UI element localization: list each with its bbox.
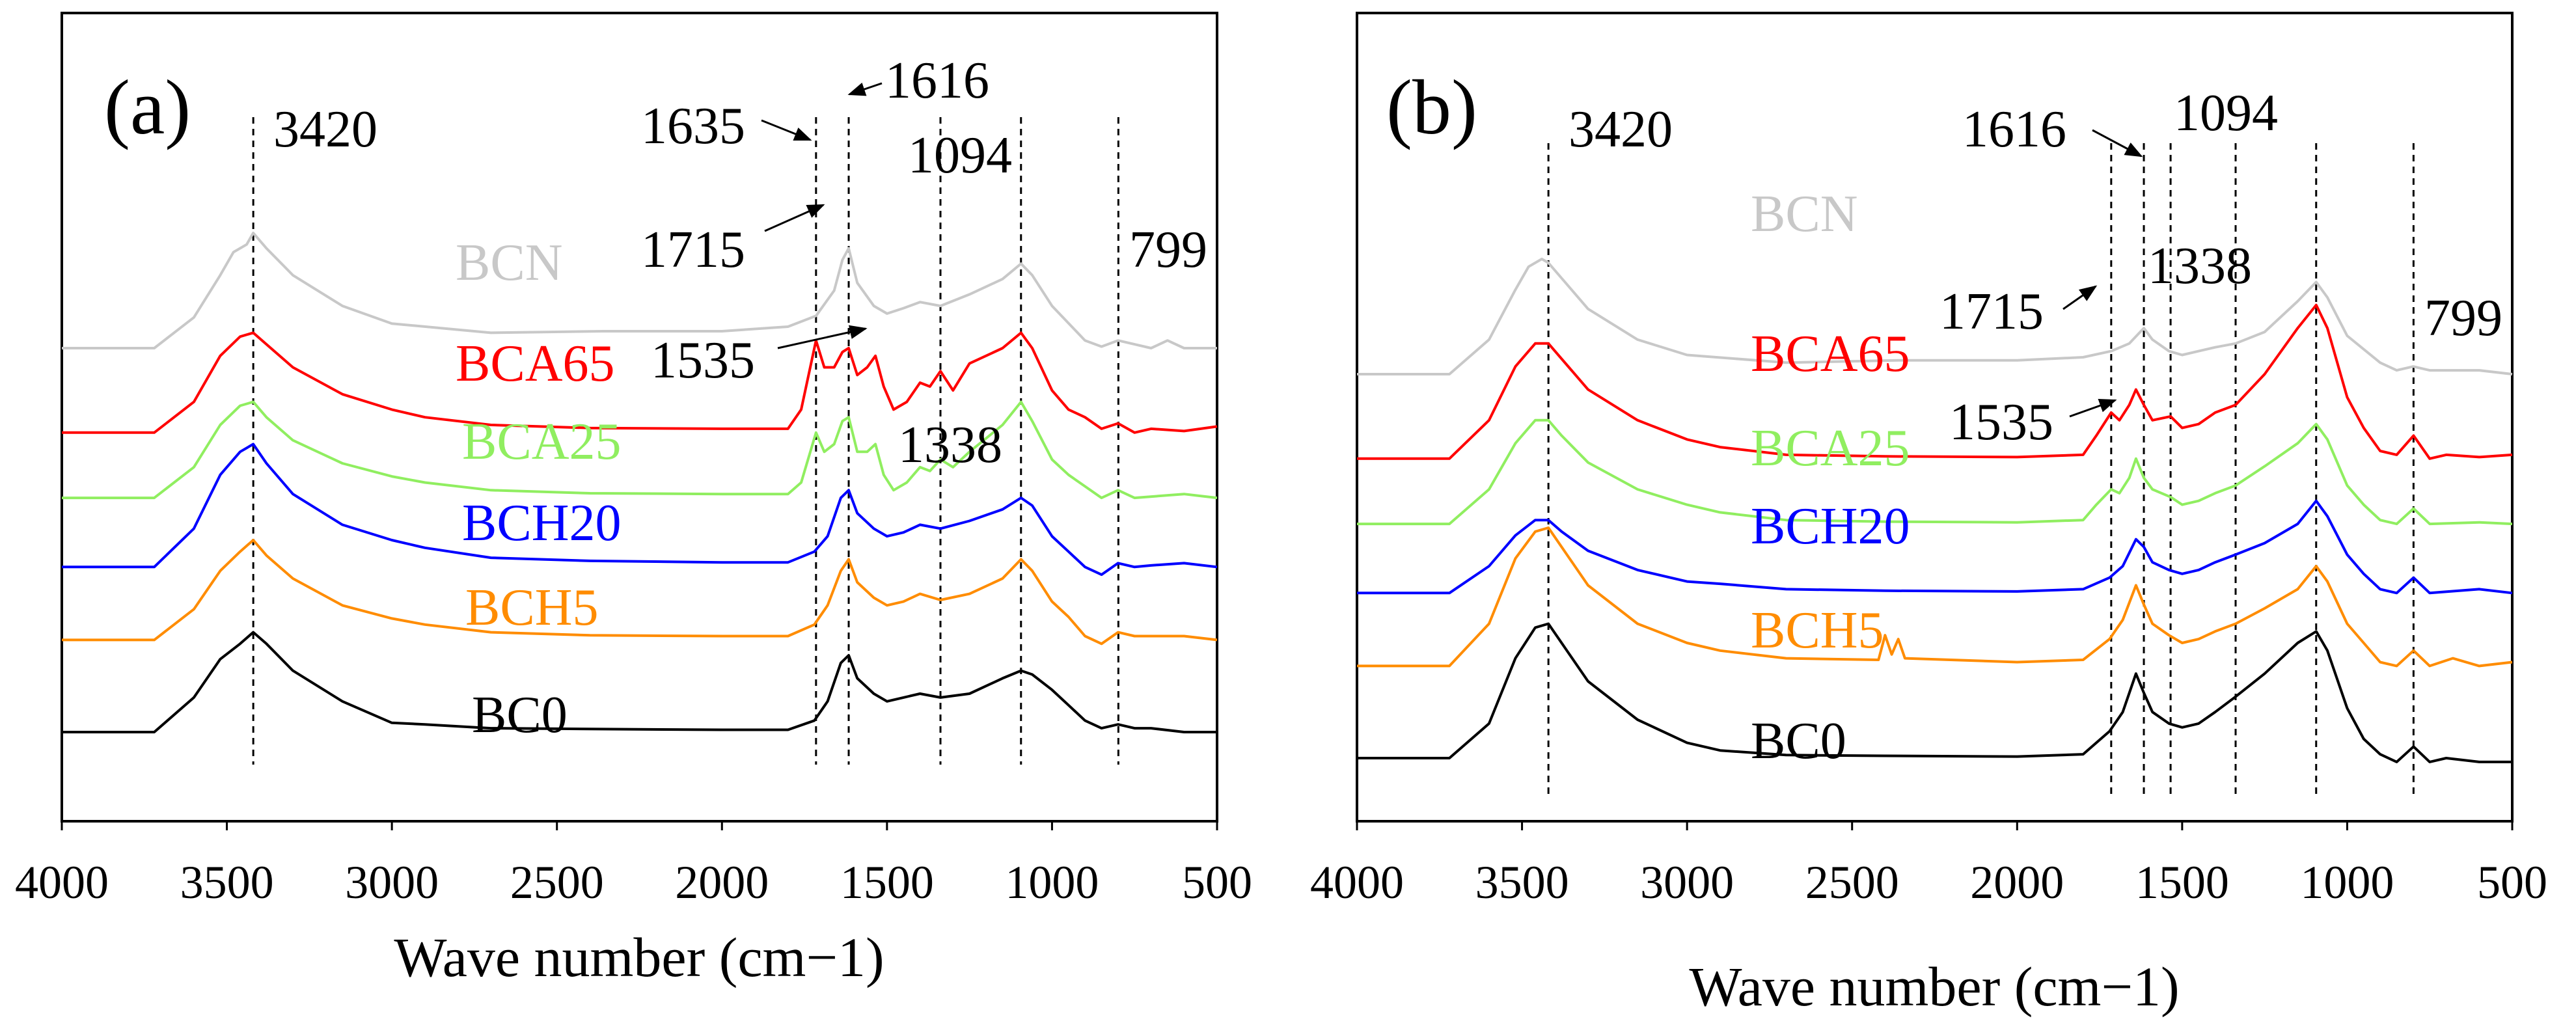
- panel-b-series-bca25: [1357, 418, 2513, 526]
- panel-a-series-bch5: [62, 539, 1218, 646]
- panel-b-annotation-1715: 1715: [1939, 283, 2044, 340]
- panel-b-annotation-1094: 1094: [2174, 85, 2278, 142]
- panel-a-xtick-label: 2500: [510, 856, 604, 908]
- panel-a-label: (a): [104, 64, 191, 150]
- panel-a-annotation-1094: 1094: [908, 127, 1012, 184]
- panel-b-xtick-label: 2000: [1970, 856, 2064, 908]
- panel-a-xlabel: Wave number (cm−1): [394, 926, 884, 988]
- panel-b-series-label-bcn: BCN: [1751, 185, 1858, 243]
- panel-a-annotation-1338: 1338: [898, 416, 1002, 474]
- panel-b-annotation-799: 799: [2424, 290, 2502, 347]
- panel-b-frame: [1356, 12, 2514, 823]
- panel-a-series-label-bca25: BCA25: [462, 413, 622, 470]
- panel-b-series-label-bc0: BC0: [1751, 713, 1846, 770]
- panel-a-arrow-1715: [764, 204, 825, 232]
- panel-b-series-bca65: [1357, 303, 2513, 460]
- panel-b-series-bch5: [1357, 526, 2513, 668]
- panel-b-reference-lines: [1547, 143, 2415, 794]
- panel-b-xticks: 4000 3500 3000 2500 2000 1500 1000 500: [1310, 821, 2547, 908]
- panel-a: (a) Wave number (cm−1) 4000 3500 3000 2500 2…: [15, 12, 1252, 988]
- panel-b-xtick-label: 1000: [2300, 856, 2394, 908]
- panel-a-xtick-label: 1000: [1005, 856, 1099, 908]
- panel-b-arrow-1535: [2069, 399, 2117, 418]
- panel-a-xtick-label: 500: [1182, 856, 1252, 908]
- panel-a-annotation-3420: 3420: [273, 101, 377, 158]
- panel-b-series: [1357, 258, 2513, 763]
- panel-b-xtick-label: 2500: [1805, 856, 1899, 908]
- panel-b: (b) Wave number (cm−1) 4000 3500 3000 2500 2…: [1310, 12, 2547, 1018]
- panel-b-series-bch20: [1357, 499, 2513, 595]
- panel-b-xtick-label: 1500: [2135, 856, 2229, 908]
- panel-a-xtick-label: 3000: [345, 856, 439, 908]
- panel-b-series-label-bch20: BCH20: [1751, 498, 1910, 555]
- panel-a-xtick-label: 4000: [15, 856, 109, 908]
- panel-b-series-bcn: [1357, 258, 2513, 375]
- panel-b-series-label-bca65: BCA65: [1751, 325, 1910, 383]
- panel-a-annotation-1616: 1616: [885, 52, 989, 109]
- panel-a-annotation-1535: 1535: [651, 332, 755, 389]
- panel-b-series-bc0: [1357, 622, 2512, 763]
- panel-b-series-label-bch5: BCH5: [1751, 602, 1884, 659]
- panel-a-xticks: 4000 3500 3000 2500 2000 1500 1000 500: [15, 821, 1252, 908]
- panel-a-series-bch20: [62, 442, 1218, 577]
- panel-a-arrow-1535: [777, 325, 868, 349]
- panel-a-frame: [61, 12, 1218, 823]
- panel-a-series-bcn: [62, 232, 1217, 349]
- panel-a-xtick-label: 1500: [840, 856, 934, 908]
- panel-b-xlabel: Wave number (cm−1): [1689, 955, 2179, 1018]
- panel-a-series-label-bca65: BCA65: [456, 335, 615, 392]
- panel-b-xtick-label: 4000: [1310, 856, 1404, 908]
- panel-b-arrow-1616: [2092, 129, 2143, 157]
- panel-a-series-label-bcn: BCN: [456, 234, 563, 292]
- panel-a-annotation-1635: 1635: [641, 98, 745, 155]
- panel-b-label: (b): [1386, 64, 1477, 150]
- panel-a-series-bca25: [62, 400, 1218, 500]
- panel-a-series-bca65: [62, 331, 1218, 434]
- panel-a-series-label-bch5: BCH5: [465, 579, 599, 636]
- panel-a-annotation-1715: 1715: [641, 221, 745, 279]
- panel-a-arrow-1635: [761, 119, 812, 141]
- panel-b-annotation-1616: 1616: [1962, 101, 2066, 158]
- panel-b-series-label-bca25: BCA25: [1751, 420, 1910, 477]
- panel-b-annotation-3420: 3420: [1569, 101, 1673, 158]
- panel-a-arrow-1616: [847, 82, 883, 96]
- panel-a-series: [62, 232, 1218, 733]
- panel-b-xtick-label: 3000: [1640, 856, 1734, 908]
- panel-a-series-label-bc0: BC0: [472, 687, 568, 744]
- panel-b-xtick-label: 3500: [1475, 856, 1569, 908]
- panel-a-xtick-label: 3500: [180, 856, 274, 908]
- panel-b-annotation-1535: 1535: [1949, 394, 2053, 451]
- panel-b-annotation-1338: 1338: [2148, 238, 2252, 295]
- panel-a-xtick-label: 2000: [675, 856, 769, 908]
- panel-a-annotation-799: 799: [1129, 221, 1207, 279]
- panel-a-series-bc0: [62, 631, 1217, 733]
- panel-a-series-label-bch20: BCH20: [462, 495, 622, 552]
- panel-b-xtick-label: 500: [2477, 856, 2547, 908]
- panel-b-arrow-1715: [2062, 285, 2098, 310]
